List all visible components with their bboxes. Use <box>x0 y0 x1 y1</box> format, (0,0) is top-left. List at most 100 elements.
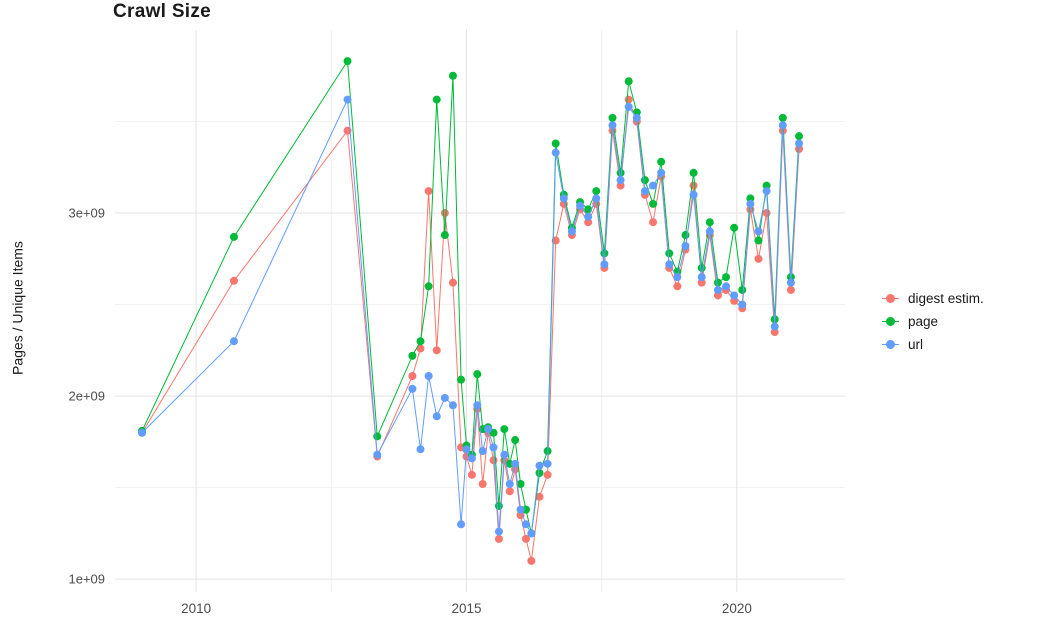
data-point <box>730 296 739 305</box>
data-point <box>543 470 552 479</box>
data-point <box>738 285 747 294</box>
data-point <box>754 254 763 263</box>
data-point <box>440 393 449 402</box>
legend-item-url: url <box>882 337 984 352</box>
data-point <box>478 447 487 456</box>
data-point <box>616 168 625 177</box>
y-tick-label: 2e+09 <box>68 389 105 404</box>
data-point <box>786 278 795 287</box>
data-point <box>467 454 476 463</box>
data-point <box>229 276 238 285</box>
data-point <box>762 187 771 196</box>
legend-key-page-icon <box>882 315 899 329</box>
data-point <box>408 384 417 393</box>
data-point <box>713 278 722 287</box>
data-point <box>527 556 536 565</box>
chart-title: Crawl Size <box>113 1 212 22</box>
data-point <box>795 132 804 141</box>
data-point <box>738 300 747 309</box>
data-point <box>424 371 433 380</box>
data-point <box>624 95 633 104</box>
data-point <box>535 461 544 470</box>
legend-label-page: page <box>908 314 939 329</box>
data-point <box>551 148 560 157</box>
y-tick-label: 1e+09 <box>68 572 105 587</box>
data-point <box>543 459 552 468</box>
x-tick-label: 2010 <box>181 601 211 616</box>
data-point <box>730 223 739 232</box>
data-point <box>424 282 433 291</box>
data-point <box>608 121 617 130</box>
data-point <box>494 501 503 510</box>
data-point <box>229 232 238 241</box>
data-point <box>649 199 658 208</box>
data-point <box>473 401 482 410</box>
data-point <box>424 187 433 196</box>
data-point <box>786 285 795 294</box>
data-point <box>689 181 698 190</box>
legend-item-digest-estim: digest estim. <box>882 291 984 306</box>
data-point <box>138 428 147 437</box>
data-point <box>624 77 633 86</box>
data-point <box>649 218 658 227</box>
data-point <box>640 176 649 185</box>
data-point <box>511 459 520 468</box>
legend-label-digest-estim: digest estim. <box>908 291 984 306</box>
data-point <box>457 375 466 384</box>
legend: digest estim. page url <box>882 291 984 352</box>
data-point <box>778 113 787 122</box>
data-point <box>432 95 441 104</box>
data-point <box>521 520 530 529</box>
data-point <box>440 231 449 240</box>
data-point <box>229 337 238 346</box>
data-point <box>408 351 417 360</box>
data-point <box>608 113 617 122</box>
y-tick-label: 3e+09 <box>68 206 105 221</box>
data-point <box>343 57 352 66</box>
data-point <box>505 487 514 496</box>
data-point <box>521 534 530 543</box>
data-point <box>440 209 449 218</box>
data-point <box>416 445 425 454</box>
legend-key-url-icon <box>882 338 899 352</box>
data-point <box>448 401 457 410</box>
data-point <box>616 176 625 185</box>
grid-minor <box>115 30 845 592</box>
data-point <box>649 181 658 190</box>
series-url <box>138 95 804 538</box>
x-tick-label: 2015 <box>451 601 481 616</box>
data-point <box>762 181 771 190</box>
data-point <box>713 285 722 294</box>
data-point <box>535 469 544 478</box>
data-point <box>640 187 649 196</box>
data-point <box>746 194 755 203</box>
legend-key-digest-estim-icon <box>882 292 899 306</box>
data-point <box>416 344 425 353</box>
series-digest-estim- <box>138 95 804 565</box>
data-point <box>343 95 352 104</box>
data-point <box>516 511 525 520</box>
data-point <box>462 445 471 454</box>
data-point <box>689 190 698 199</box>
data-point <box>746 199 755 208</box>
data-point <box>722 273 731 282</box>
grid-major <box>115 30 845 592</box>
series-page <box>138 57 804 538</box>
data-point <box>373 450 382 459</box>
data-point <box>730 291 739 300</box>
data-point <box>511 436 520 445</box>
data-point <box>567 227 576 236</box>
data-point <box>592 194 601 203</box>
legend-item-page: page <box>882 314 984 329</box>
data-point <box>408 371 417 380</box>
data-point <box>754 236 763 245</box>
data-point <box>705 227 714 236</box>
data-point <box>500 425 509 434</box>
data-point <box>516 505 525 514</box>
data-point <box>657 168 666 177</box>
data-point <box>432 346 441 355</box>
x-tick-label: 2020 <box>722 601 752 616</box>
data-point <box>489 456 498 465</box>
data-point <box>632 113 641 122</box>
data-point <box>505 479 514 488</box>
